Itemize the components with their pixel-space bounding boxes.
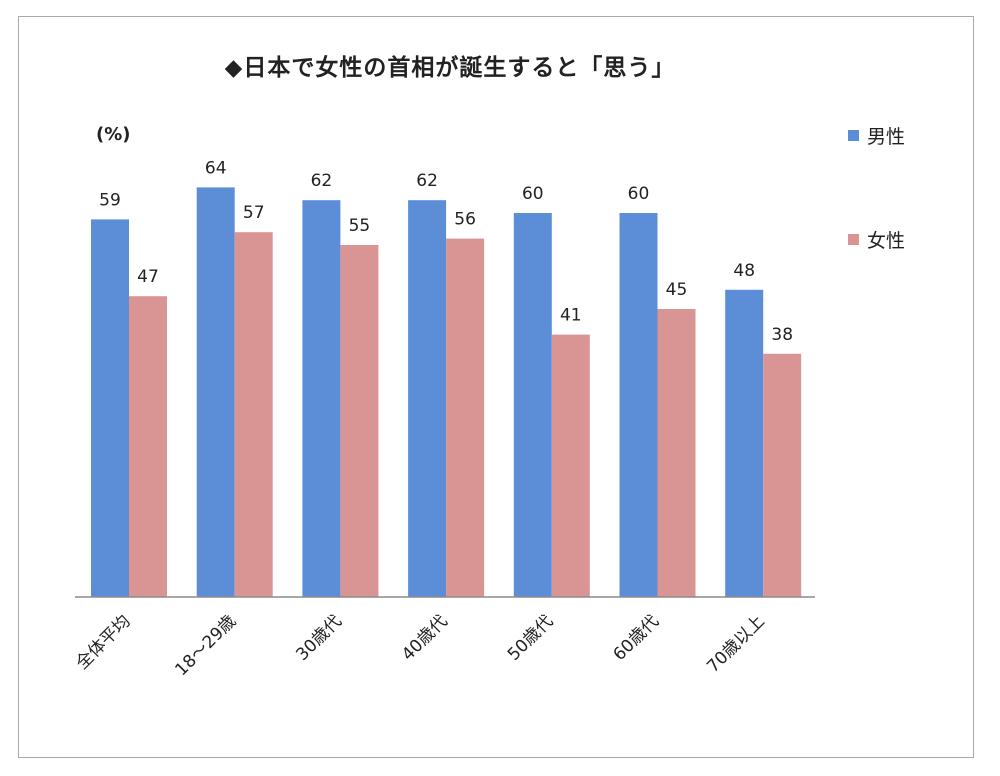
x-tick-label-6: 70歳以上 — [703, 611, 769, 677]
bar-female-6 — [763, 353, 802, 597]
x-tick-label-5: 60歳代 — [610, 611, 663, 664]
x-tick-label-1: 18～29歳 — [171, 611, 240, 680]
data-label-female-1: 57 — [243, 203, 265, 223]
y-unit-label: (%) — [96, 124, 131, 145]
legend-swatch-male — [848, 130, 859, 141]
data-label-male-2: 62 — [311, 171, 333, 191]
bar-male-0 — [91, 219, 129, 597]
bar-male-3 — [408, 200, 447, 597]
data-label-male-4: 60 — [522, 184, 544, 204]
x-tick-label-2: 30歳代 — [292, 611, 345, 664]
data-label-female-6: 38 — [771, 325, 793, 345]
data-label-female-4: 41 — [560, 306, 582, 326]
bar-female-4 — [551, 334, 590, 597]
bar-male-5 — [619, 213, 658, 597]
bar-female-0 — [129, 296, 167, 597]
bar-female-3 — [446, 238, 485, 597]
legend-label-male: 男性 — [867, 126, 906, 148]
bar-female-1 — [234, 232, 273, 597]
data-label-female-3: 56 — [454, 210, 476, 230]
bar-female-5 — [657, 309, 696, 597]
data-label-female-2: 55 — [349, 216, 371, 236]
legend-label-female: 女性 — [867, 230, 906, 252]
bar-female-2 — [340, 245, 379, 597]
legend-swatch-female — [848, 234, 859, 245]
data-label-female-0: 47 — [137, 267, 159, 287]
data-label-male-5: 60 — [628, 184, 650, 204]
data-label-male-1: 64 — [205, 158, 227, 178]
bar-male-4 — [513, 213, 552, 597]
data-label-male-6: 48 — [733, 261, 755, 281]
bar-male-2 — [302, 200, 341, 597]
chart-title: ◆日本で女性の首相が誕生すると「思う」 — [224, 55, 676, 81]
bar-male-1 — [196, 187, 235, 597]
chart-frame — [18, 16, 974, 758]
legend-item-female: 女性 — [848, 226, 905, 253]
legend-item-male: 男性 — [848, 122, 905, 149]
data-label-male-3: 62 — [416, 171, 438, 191]
x-tick-label-4: 50歳代 — [504, 611, 557, 664]
x-tick-label-3: 40歳代 — [398, 611, 451, 664]
bar-male-6 — [725, 289, 764, 597]
data-label-female-5: 45 — [666, 280, 688, 300]
x-tick-label-0: 全体平均 — [72, 611, 134, 673]
data-label-male-0: 59 — [99, 190, 121, 210]
